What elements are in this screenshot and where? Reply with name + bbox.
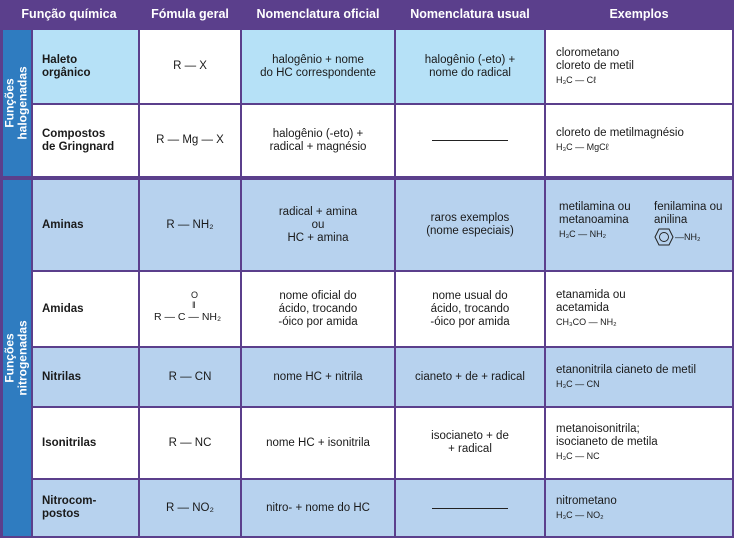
row-isonitrilas-exemplos: metanoisonitrila; isocianeto de metila H₃C… xyxy=(546,408,732,478)
usual-line: nome usual do xyxy=(432,289,508,302)
usual-line: isocianeto + de xyxy=(431,430,509,442)
row-nitrocompostos-usual xyxy=(396,480,544,536)
oficial-line: radical + magnésio xyxy=(269,140,367,153)
exemplo-formula: H₃C — NC xyxy=(556,451,600,461)
row-aminas-name: Aminas xyxy=(33,180,138,270)
exemplo-line: cloreto de metil xyxy=(556,59,634,72)
row-nitrocompostos-formula: R — NO₂ xyxy=(140,480,240,536)
usual-line: + radical xyxy=(448,443,492,455)
exemplo-line: clorometano xyxy=(556,46,620,59)
row-nitrilas-formula: R — CN xyxy=(140,348,240,406)
exemplo-formula: H₃C — CN xyxy=(556,378,600,389)
oficial-line: halogênio + nome xyxy=(272,53,364,66)
row-isonitrilas-oficial: nome HC + isonitrila xyxy=(242,408,394,478)
exemplo-b: fenilamina ou anilina — NH₂ xyxy=(654,201,722,246)
empty-dash xyxy=(432,140,508,141)
row-nitrilas-exemplos: etanonitrila cianeto de metil H₃C — CN xyxy=(546,348,732,406)
usual-line: nome do radical xyxy=(429,66,511,79)
empty-dash xyxy=(432,507,508,509)
group-nitrogenadas-line2: nitrogenadas xyxy=(16,320,31,396)
row-nitrilas-oficial: nome HC + nitrila xyxy=(242,348,394,406)
exemplo-a: metilamina ou metanoamina H₃C — NH₂ xyxy=(559,201,631,241)
group-nitrogenadas: Funções nitrogenadas xyxy=(3,180,31,536)
row-aminas-exemplos: metilamina ou metanoamina H₃C — NH₂ feni… xyxy=(546,180,732,270)
exemplo-line: metanoisonitrila; xyxy=(556,423,640,435)
exemplo-line: cloreto de metilmagnésio xyxy=(556,127,684,139)
row-nitrocompostos-name: Nitrocom-postos xyxy=(33,480,138,536)
row-amidas-name: Amidas xyxy=(33,272,138,346)
row-gringnard-name: Compostos de Gringnard xyxy=(33,105,138,176)
row-gringnard-usual xyxy=(396,105,544,176)
header-exemplos: Exemplos xyxy=(609,7,669,21)
formula-double-bond: ‖ xyxy=(192,300,196,310)
exemplo-line: etanonitrila cianeto de metil xyxy=(556,363,696,376)
oficial-line: do HC correspondente xyxy=(260,66,376,79)
exemplo-formula: H₃C — MgCℓ xyxy=(556,142,609,152)
row-gringnard-exemplos: cloreto de metilmagnésio H₃C — MgCℓ xyxy=(546,105,732,176)
oficial-line: halogênio (-eto) + xyxy=(272,127,364,140)
oficial-line: -óico por amida xyxy=(278,315,358,328)
row-name-line: Haleto xyxy=(42,53,78,66)
exemplo-line: acetamida xyxy=(556,302,610,314)
group-halogenadas-line2: halogenadas xyxy=(16,66,31,140)
usual-line: raros exemplos xyxy=(430,212,510,224)
row-name-line: de Gringnard xyxy=(42,140,115,153)
oficial-line: ou xyxy=(311,218,325,231)
formula-main: R — C — NH₂ xyxy=(154,311,222,323)
row-nitrocompostos-oficial: nitro- + nome do HC xyxy=(242,480,394,536)
oficial-line: ácido, trocando xyxy=(278,302,358,315)
row-name-line: Compostos xyxy=(42,127,106,140)
row-haleto-usual: halogênio (-eto) + nome do radical xyxy=(396,30,544,103)
exemplo-line: metanoamina xyxy=(559,214,629,226)
usual-line: (nome especiais) xyxy=(426,225,514,237)
row-amidas-exemplos: etanamida ou acetamida CH₃CO — NH₂ xyxy=(546,272,732,346)
row-haleto-exemplos: clorometano cloreto de metil H₃C — Cℓ xyxy=(546,30,732,103)
header-formula: Fómula geral xyxy=(151,7,229,21)
row-gringnard-formula: R — Mg — X xyxy=(140,105,240,176)
exemplo-formula: H₃C — NO₂ xyxy=(556,509,604,520)
row-name-line: orgânico xyxy=(42,66,91,79)
row-gringnard-oficial: halogênio (-eto) + radical + magnésio xyxy=(242,105,394,176)
row-aminas-usual: raros exemplos (nome especiais) xyxy=(396,180,544,270)
row-amidas-formula: O ‖ R — C — NH₂ xyxy=(140,272,240,346)
exemplo-line: fenilamina ou xyxy=(654,201,723,213)
exemplo-line: anilina xyxy=(654,214,688,226)
exemplo-formula: H₃C — Cℓ xyxy=(556,74,597,85)
exemplo-line: isocianeto de metila xyxy=(556,436,658,448)
group-halogenadas: Funções halogenadas xyxy=(3,30,31,176)
row-nitrocompostos-exemplos: nitrometano H₃C — NO₂ xyxy=(546,480,732,536)
row-nitrilas-name: Nitrilas xyxy=(33,348,138,406)
row-haleto-name: Haleto orgânico xyxy=(33,30,138,103)
row-isonitrilas-name: Isonitrilas xyxy=(33,408,138,478)
oficial-line: nome oficial do xyxy=(279,289,357,302)
row-aminas-oficial: radical + amina ou HC + amina xyxy=(242,180,394,270)
row-isonitrilas-usual: isocianeto + de + radical xyxy=(396,408,544,478)
row-haleto-oficial: halogênio + nome do HC correspondente xyxy=(242,30,394,103)
usual-line: -óico por amida xyxy=(430,315,510,328)
usual-line: halogênio (-eto) + xyxy=(424,53,516,66)
row-name-line: Nitrocom- xyxy=(42,495,97,507)
header-oficial: Nomenclatura oficial xyxy=(256,7,380,21)
row-nitrilas-usual: cianeto + de + radical xyxy=(396,348,544,406)
usual-line: ácido, trocando xyxy=(430,302,510,315)
exemplo-formula: H₃C — NH₂ xyxy=(559,229,607,239)
exemplo-line: etanamida ou xyxy=(556,289,626,301)
benzene-ring-icon xyxy=(654,228,674,246)
oficial-line: radical + amina xyxy=(278,205,358,218)
formula-oxygen: O xyxy=(191,290,199,300)
row-aminas-formula: R — NH₂ xyxy=(140,180,240,270)
row-name-line: postos xyxy=(42,508,80,520)
row-amidas-oficial: nome oficial do ácido, trocando -óico por … xyxy=(242,272,394,346)
exemplo-line: nitrometano xyxy=(556,494,617,507)
row-amidas-usual: nome usual do ácido, trocando -óico por am… xyxy=(396,272,544,346)
row-isonitrilas-formula: R — NC xyxy=(140,408,240,478)
exemplo-formula: CH₃CO — NH₂ xyxy=(556,317,617,327)
row-haleto-formula: R — X xyxy=(140,30,240,103)
exemplo-line: metilamina ou xyxy=(559,201,631,213)
oficial-line: HC + amina xyxy=(287,231,349,244)
header-funcao: Função química xyxy=(21,7,117,21)
header-usual: Nomenclatura usual xyxy=(410,7,530,21)
exemplo-b-formula: NH₂ xyxy=(684,231,701,242)
